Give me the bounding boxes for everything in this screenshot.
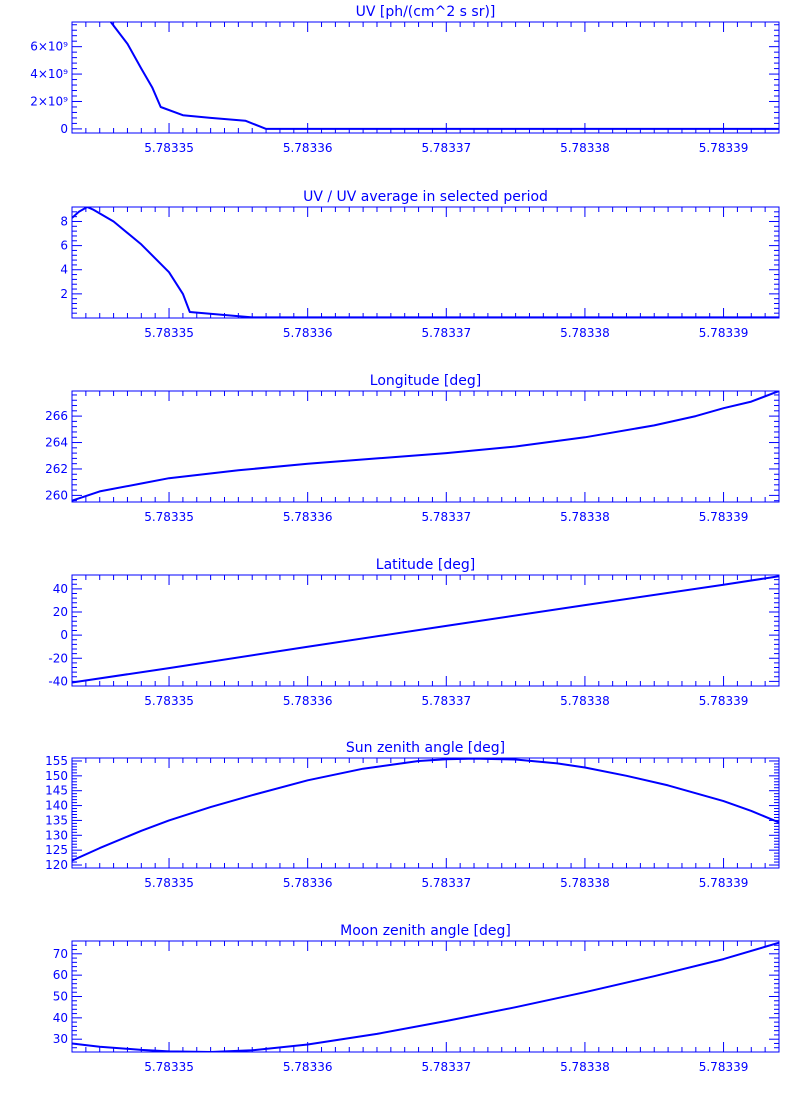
- chart-title: UV / UV average in selected period: [303, 189, 548, 205]
- chart-panel-3: Longitude [deg] 5.78335 5.78336 5.78337 5.78…: [45, 373, 780, 524]
- x-tick-label: 5.78337: [421, 326, 471, 340]
- y-tick-label: 120: [45, 858, 68, 872]
- y-tick-label: -20: [48, 651, 68, 665]
- y-tick-label: 262: [45, 462, 68, 476]
- series-line: [110, 22, 779, 130]
- series-line: [72, 575, 779, 684]
- y-tick-label: -40: [48, 674, 68, 688]
- x-tick-label: 5.78338: [560, 694, 610, 708]
- x-tick-label: 5.78335: [144, 876, 194, 890]
- x-tick-label: 5.78336: [283, 510, 333, 524]
- chart-title: Latitude [deg]: [376, 557, 475, 573]
- chart-title: Moon zenith angle [deg]: [340, 923, 511, 939]
- x-tick-label: 5.78336: [283, 326, 333, 340]
- x-tick-label: 5.78335: [144, 510, 194, 524]
- chart-title: UV [ph/(cm^2 s sr)]: [356, 4, 496, 20]
- chart-panel-1: UV [ph/(cm^2 s sr)] 5.78335 5.78336 5.78337…: [30, 4, 780, 155]
- chart-panel-4: Latitude [deg] 5.78335 5.78336 5.78337 5.783…: [48, 557, 780, 708]
- chart-panel-2: UV / UV average in selected period 5.7833…: [60, 189, 780, 340]
- x-tick-label: 5.78339: [699, 326, 749, 340]
- y-tick-label: 2: [60, 287, 68, 301]
- x-tick-label: 5.78337: [421, 510, 471, 524]
- y-tick-label: 40: [53, 1011, 68, 1025]
- series-line: [72, 207, 779, 318]
- plot-frame: [71, 940, 780, 1053]
- series-line: [72, 758, 779, 862]
- y-tick-label: 8: [60, 214, 68, 228]
- y-tick-label: 266: [45, 409, 68, 423]
- y-tick-label: 260: [45, 488, 68, 502]
- x-tick-label: 5.78339: [699, 510, 749, 524]
- x-tick-label: 5.78337: [421, 876, 471, 890]
- x-tick-label: 5.78336: [283, 694, 333, 708]
- y-tick-label: 6×10⁹: [30, 40, 68, 54]
- x-tick-label: 5.78335: [144, 141, 194, 155]
- chart-panel-6: Moon zenith angle [deg] 5.78335 5.78336 5.7…: [53, 923, 780, 1074]
- y-tick-label: 50: [53, 990, 68, 1004]
- x-tick-label: 5.78338: [560, 876, 610, 890]
- x-tick-label: 5.78335: [144, 1060, 194, 1074]
- y-tick-label: 140: [45, 799, 68, 813]
- series-line: [72, 941, 779, 1052]
- x-tick-label: 5.78338: [560, 141, 610, 155]
- plot-frame: [71, 757, 780, 869]
- y-tick-label: 70: [53, 947, 68, 961]
- plot-frame: [71, 21, 780, 134]
- x-tick-label: 5.78339: [699, 694, 749, 708]
- y-tick-label: 0: [60, 628, 68, 642]
- y-tick-label: 40: [53, 582, 68, 596]
- y-tick-label: 155: [45, 754, 68, 768]
- series-line: [72, 391, 779, 502]
- plot-frame: [71, 390, 780, 503]
- chart-panel-5: Sun zenith angle [deg] 5.78335 5.78336 5.78…: [45, 740, 780, 890]
- x-tick-label: 5.78338: [560, 510, 610, 524]
- x-tick-label: 5.78336: [283, 876, 333, 890]
- chart-title: Longitude [deg]: [370, 373, 481, 389]
- x-tick-label: 5.78336: [283, 141, 333, 155]
- x-tick-label: 5.78339: [699, 141, 749, 155]
- x-tick-label: 5.78335: [144, 694, 194, 708]
- y-tick-label: 135: [45, 813, 68, 827]
- chart-title: Sun zenith angle [deg]: [346, 740, 505, 756]
- x-tick-label: 5.78337: [421, 1060, 471, 1074]
- y-tick-label: 145: [45, 784, 68, 798]
- y-tick-label: 60: [53, 968, 68, 982]
- x-tick-label: 5.78339: [699, 1060, 749, 1074]
- plot-frame: [71, 206, 780, 319]
- x-tick-label: 5.78336: [283, 1060, 333, 1074]
- y-tick-label: 125: [45, 843, 68, 857]
- y-tick-label: 0: [60, 122, 68, 136]
- x-tick-label: 5.78339: [699, 876, 749, 890]
- x-tick-label: 5.78338: [560, 326, 610, 340]
- y-tick-label: 150: [45, 769, 68, 783]
- y-tick-label: 4: [60, 263, 68, 277]
- y-tick-label: 130: [45, 828, 68, 842]
- y-tick-label: 264: [45, 436, 68, 450]
- y-tick-label: 4×10⁹: [30, 67, 68, 81]
- y-tick-label: 2×10⁹: [30, 94, 68, 108]
- x-tick-label: 5.78337: [421, 141, 471, 155]
- y-tick-label: 20: [53, 605, 68, 619]
- y-tick-label: 30: [53, 1032, 68, 1046]
- x-tick-label: 5.78337: [421, 694, 471, 708]
- y-tick-label: 6: [60, 239, 68, 253]
- x-tick-label: 5.78335: [144, 326, 194, 340]
- x-tick-label: 5.78338: [560, 1060, 610, 1074]
